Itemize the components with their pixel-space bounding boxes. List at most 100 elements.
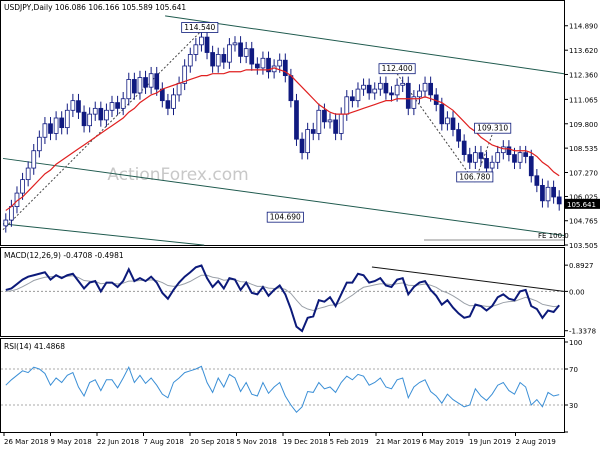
- candle-body: [512, 154, 517, 163]
- price-y-tick-label: 104.765: [569, 218, 598, 226]
- candle-body: [489, 161, 495, 169]
- candle-body: [159, 88, 165, 102]
- candle-body: [282, 59, 288, 77]
- price-header: USDJPY,Daily 106.086 106.166 105.589 105…: [4, 3, 186, 12]
- candle-body: [294, 100, 299, 140]
- candle-body: [534, 175, 540, 186]
- candle-body: [193, 44, 199, 55]
- candle-body: [461, 140, 467, 155]
- candle-body: [327, 119, 333, 123]
- candle-body: [76, 100, 81, 113]
- candle-body: [338, 113, 344, 134]
- candle-body: [36, 136, 42, 152]
- macd-header: MACD(12,26,9) -0.4708 -0.4981: [4, 251, 124, 260]
- candle-body: [545, 186, 551, 202]
- candle-body: [344, 96, 350, 115]
- price-y-tick-label: 113.620: [569, 47, 598, 55]
- candle-body: [551, 186, 556, 198]
- price-y-tick-label: 111.065: [569, 96, 598, 104]
- candle-body: [439, 104, 445, 125]
- current-price-box: [564, 198, 600, 209]
- lower-channel-line: [2, 157, 565, 236]
- price-y-tick-label: 112.360: [569, 71, 598, 79]
- candle-body: [154, 73, 160, 90]
- candle-body: [428, 82, 433, 96]
- candle-body: [59, 117, 65, 129]
- candle-body: [260, 57, 266, 69]
- current-price-label: 105.641: [567, 201, 596, 209]
- candle-body: [310, 129, 316, 134]
- candle-body: [299, 138, 305, 154]
- price-annotation-label: 104.690: [270, 213, 301, 222]
- candle-body: [104, 109, 109, 121]
- candle-body: [355, 88, 361, 102]
- x-tick-label: 6 May 2019: [423, 438, 464, 446]
- candle-body: [176, 82, 182, 96]
- price-y-tick-label: 114.890: [569, 23, 598, 31]
- candle-body: [210, 52, 215, 67]
- candle-body: [422, 82, 428, 92]
- price-annotation-label: 112.400: [382, 64, 413, 73]
- candle-body: [187, 54, 193, 67]
- price-annotation-label: 109.310: [477, 124, 508, 133]
- candle-body: [137, 77, 143, 94]
- candle-body: [377, 82, 383, 90]
- rsi-y-tick-label: 30: [569, 402, 578, 410]
- candle-body: [288, 75, 294, 102]
- candle-body: [81, 111, 87, 127]
- candle-body: [478, 152, 484, 159]
- candle-body: [372, 88, 378, 94]
- candle-body: [305, 129, 311, 154]
- candle-body: [31, 150, 37, 169]
- x-tick-label: 5 Feb 2019: [330, 438, 369, 446]
- x-tick-label: 22 Jun 2018: [97, 438, 139, 446]
- candle-body: [467, 154, 473, 163]
- candle-body: [528, 156, 534, 177]
- candle-body: [199, 36, 204, 46]
- x-tick-label: 5 Nov 2018: [237, 438, 277, 446]
- candle-body: [383, 82, 389, 94]
- candle-body: [148, 73, 154, 88]
- macd-y-tick-label: 0.8927: [569, 262, 594, 270]
- candle-body: [417, 90, 422, 98]
- candle-body: [98, 107, 104, 121]
- x-tick-label: 26 Mar 2018: [4, 438, 48, 446]
- rsi-line: [5, 365, 560, 413]
- candle-body: [472, 152, 478, 163]
- price-y-tick-label: 103.505: [569, 242, 598, 250]
- candle-body: [277, 59, 283, 67]
- price-annotation-label: 114.540: [184, 23, 215, 32]
- candle-body: [322, 109, 327, 123]
- candle-body: [523, 152, 529, 157]
- rsi-y-tick-label: 70: [569, 366, 578, 374]
- candle-body: [249, 48, 255, 65]
- candle-body: [495, 152, 501, 163]
- candle-body: [243, 48, 249, 57]
- candle-body: [132, 79, 137, 94]
- candle-body: [215, 54, 221, 67]
- candle-body: [500, 146, 506, 154]
- candle-body: [64, 109, 70, 129]
- price-panel-frame: [0, 0, 565, 246]
- rsi-y-tick-label: 100: [569, 339, 582, 347]
- candle-body: [53, 117, 59, 134]
- candle-body: [254, 63, 260, 69]
- price-y-tick-label: 108.535: [569, 145, 598, 153]
- candle-body: [126, 79, 132, 100]
- candle-body: [109, 102, 115, 111]
- rsi-panel-frame: [0, 338, 565, 433]
- candle-body: [232, 42, 238, 46]
- candle-body: [450, 117, 456, 130]
- candle-body: [540, 184, 545, 202]
- x-tick-label: 7 Aug 2018: [144, 438, 184, 446]
- x-tick-label: 19 Dec 2018: [283, 438, 328, 446]
- candle-body: [171, 94, 176, 109]
- price-annotation-box: [474, 122, 512, 134]
- macd-y-tick-label: -1.3378: [569, 328, 596, 336]
- candle-body: [42, 123, 48, 138]
- candle-body: [70, 100, 76, 111]
- price-annotation-label: 106.780: [459, 172, 490, 181]
- macd-panel-frame: [0, 247, 565, 337]
- candle-body: [506, 146, 512, 155]
